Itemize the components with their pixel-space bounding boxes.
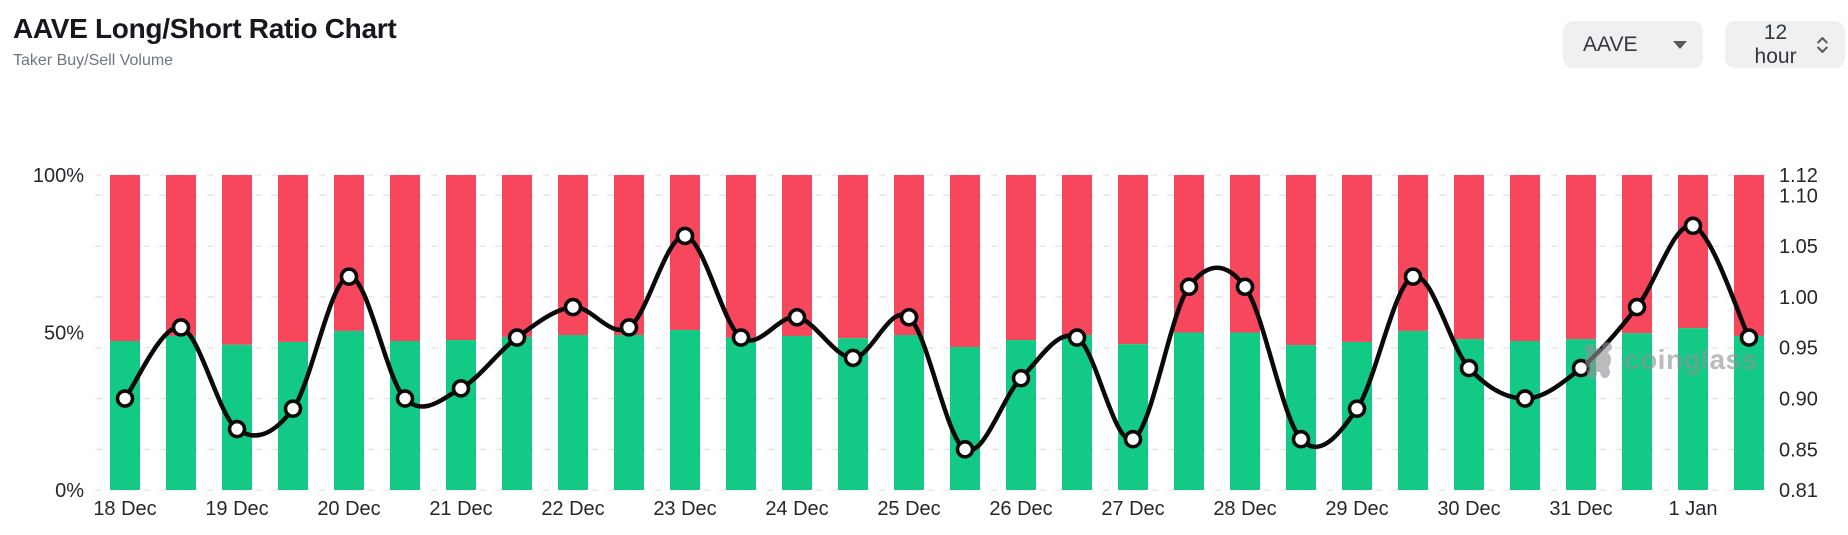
svg-text:0.90: 0.90 xyxy=(1779,389,1818,411)
svg-text:23 Dec: 23 Dec xyxy=(653,498,716,520)
svg-text:28 Dec: 28 Dec xyxy=(1213,498,1276,520)
svg-text:1.05: 1.05 xyxy=(1779,236,1818,258)
long-short-ratio-chart[interactable]: 100% 50% 0% 1.121.10 1.05 1.00 0.95 0.90 0.85 0.8… xyxy=(0,130,1848,535)
svg-text:24 Dec: 24 Dec xyxy=(765,498,828,520)
svg-text:1 Jan: 1 Jan xyxy=(1669,498,1718,520)
svg-text:0.81: 0.81 xyxy=(1779,480,1818,502)
up-down-chevrons-icon xyxy=(1817,36,1828,53)
svg-text:50%: 50% xyxy=(44,323,84,345)
svg-text:29 Dec: 29 Dec xyxy=(1325,498,1388,520)
svg-text:30 Dec: 30 Dec xyxy=(1437,498,1500,520)
svg-text:18 Dec: 18 Dec xyxy=(93,498,156,520)
svg-text:21 Dec: 21 Dec xyxy=(429,498,492,520)
svg-text:27 Dec: 27 Dec xyxy=(1101,498,1164,520)
svg-text:0%: 0% xyxy=(55,480,84,502)
svg-text:19 Dec: 19 Dec xyxy=(205,498,268,520)
chart-controls: AAVE 12 hour xyxy=(1563,21,1845,68)
svg-text:22 Dec: 22 Dec xyxy=(541,498,604,520)
caret-down-icon xyxy=(1673,40,1687,49)
interval-select-dropdown[interactable]: 12 hour xyxy=(1725,21,1845,68)
coin-select-dropdown[interactable]: AAVE xyxy=(1563,21,1703,68)
coin-select-label: AAVE xyxy=(1583,32,1638,56)
page-header: AAVE Long/Short Ratio Chart Taker Buy/Se… xyxy=(13,12,397,70)
svg-text:0.95: 0.95 xyxy=(1779,338,1818,360)
chart-area[interactable]: 100% 50% 0% 1.12 1.10 1.05 1.00 0.95 0.90 0.85 0.8… xyxy=(0,130,1848,535)
svg-text:26 Dec: 26 Dec xyxy=(989,498,1052,520)
svg-text:1.10: 1.10 xyxy=(1779,185,1818,207)
svg-text:100%: 100% xyxy=(33,165,84,187)
svg-text:1.00: 1.00 xyxy=(1779,287,1818,309)
svg-text:20 Dec: 20 Dec xyxy=(317,498,380,520)
page-title: AAVE Long/Short Ratio Chart xyxy=(13,13,397,44)
svg-text:31 Dec: 31 Dec xyxy=(1549,498,1612,520)
svg-text:25 Dec: 25 Dec xyxy=(877,498,940,520)
svg-text:0.85: 0.85 xyxy=(1779,439,1818,461)
page-subtitle: Taker Buy/Sell Volume xyxy=(13,52,174,69)
interval-select-label: 12 hour xyxy=(1754,20,1797,68)
svg-text:1.12: 1.12 xyxy=(1779,165,1818,187)
